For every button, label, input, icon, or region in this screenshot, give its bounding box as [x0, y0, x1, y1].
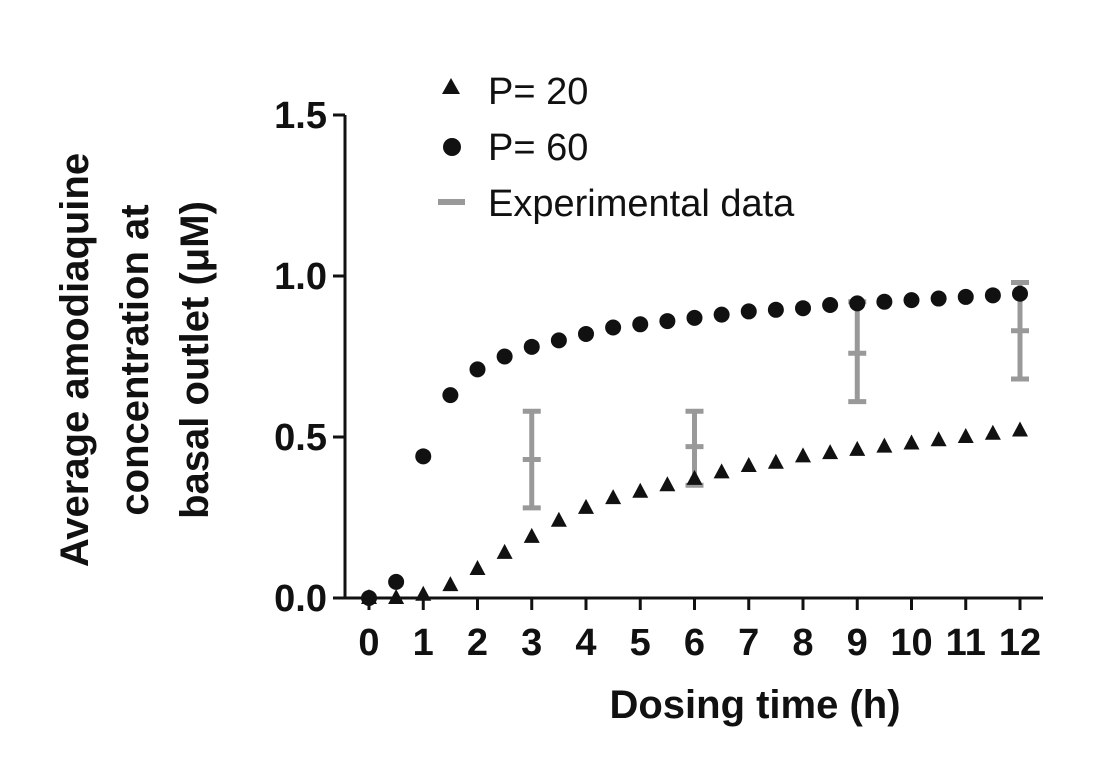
triangle-point	[795, 447, 811, 463]
x-tick-label: 12	[999, 622, 1041, 664]
x-tick-label: 10	[890, 622, 932, 664]
triangle-point	[578, 498, 594, 514]
x-axis-title: Dosing time (h)	[609, 683, 900, 727]
triangle-point	[469, 560, 486, 576]
circle-point	[903, 292, 920, 309]
y-axis-title-line-3: basal outlet (μM)	[173, 201, 217, 519]
circle-point	[1012, 285, 1028, 302]
triangle-point	[388, 589, 405, 604]
triangle-point	[903, 434, 920, 450]
triangle-point	[930, 431, 947, 447]
legend-label-p60: P= 60	[488, 127, 588, 169]
circle-point	[822, 296, 839, 313]
circle-point	[984, 287, 1001, 304]
circle-point	[957, 288, 974, 305]
x-tick-label: 9	[847, 622, 868, 664]
triangle-point	[849, 440, 866, 456]
triangle-point	[984, 424, 1001, 440]
triangle-point	[822, 444, 839, 460]
x-tick-label: 3	[521, 622, 542, 664]
y-axis-title-line-1: Average amodiaquine	[53, 153, 97, 567]
y-axis-title: Average amodiaquine concentration at bas…	[53, 153, 217, 567]
legend-label-p20: P= 20	[488, 71, 588, 113]
series-p60	[361, 285, 1028, 606]
y-tick-label: 1.5	[274, 95, 327, 137]
triangle-point	[957, 428, 974, 443]
circle-point	[578, 325, 594, 342]
legend-item-p20: P= 20	[442, 71, 588, 113]
triangle-point	[1012, 421, 1028, 437]
circle-point	[388, 573, 405, 590]
circle-point	[523, 338, 540, 355]
triangle-point	[415, 585, 432, 601]
series-layer	[361, 279, 1029, 606]
circle-point	[713, 306, 730, 323]
x-tick-label: 5	[630, 622, 651, 664]
circle-point	[930, 290, 947, 307]
y-tick-label: 1.0	[274, 256, 327, 298]
x-ticks: 0 1 2 3 4 5 6 7 8 9 10 11 12	[358, 598, 1041, 664]
circle-point	[550, 332, 567, 349]
triangle-point	[605, 489, 622, 505]
circle-point	[496, 348, 513, 365]
x-tick-label: 4	[575, 622, 596, 664]
circle-point	[876, 293, 893, 310]
legend: P= 20 P= 60 Experimental data	[438, 71, 795, 225]
circle-point	[605, 319, 622, 336]
circle-point	[659, 313, 676, 330]
triangle-point	[713, 463, 730, 479]
x-tick-label: 7	[738, 622, 759, 664]
triangle-point	[550, 511, 567, 527]
circle-point	[442, 387, 459, 404]
legend-item-experimental: Experimental data	[438, 183, 795, 225]
x-tick-label: 8	[792, 622, 813, 664]
legend-label-experimental: Experimental data	[488, 183, 795, 225]
legend-triangle-marker	[442, 78, 460, 94]
triangle-point	[767, 453, 784, 469]
triangle-point	[740, 456, 757, 472]
circle-point	[740, 303, 757, 320]
legend-item-p60: P= 60	[443, 127, 588, 169]
circle-point	[469, 361, 486, 378]
y-tick-label: 0.0	[274, 578, 327, 620]
circle-point	[849, 295, 866, 312]
x-tick-label: 2	[467, 622, 488, 664]
triangle-point	[632, 482, 649, 498]
triangle-point	[876, 437, 893, 453]
circle-point	[767, 301, 784, 318]
circle-point	[795, 300, 811, 317]
triangle-point	[442, 576, 459, 592]
errorbar-point	[848, 299, 867, 405]
triangle-point	[686, 469, 703, 485]
y-axis-title-line-2: concentration at	[113, 204, 157, 515]
x-tick-label: 11	[946, 622, 986, 664]
legend-errorbar-marker	[438, 199, 465, 205]
x-tick-label: 1	[413, 622, 434, 664]
circle-point	[686, 309, 703, 326]
triangle-point	[523, 527, 540, 543]
y-ticks: 0.0 0.5 1.0 1.5	[274, 95, 345, 620]
y-tick-label: 0.5	[274, 417, 327, 459]
x-tick-label: 0	[358, 622, 379, 664]
circle-point	[361, 590, 377, 606]
errorbar-point	[522, 408, 541, 511]
circle-point	[415, 448, 432, 465]
legend-circle-marker	[443, 138, 461, 156]
series-p20	[361, 421, 1028, 604]
x-tick-label: 6	[684, 622, 705, 664]
circle-point	[632, 316, 649, 333]
triangle-point	[496, 543, 513, 559]
triangle-point	[659, 476, 676, 492]
